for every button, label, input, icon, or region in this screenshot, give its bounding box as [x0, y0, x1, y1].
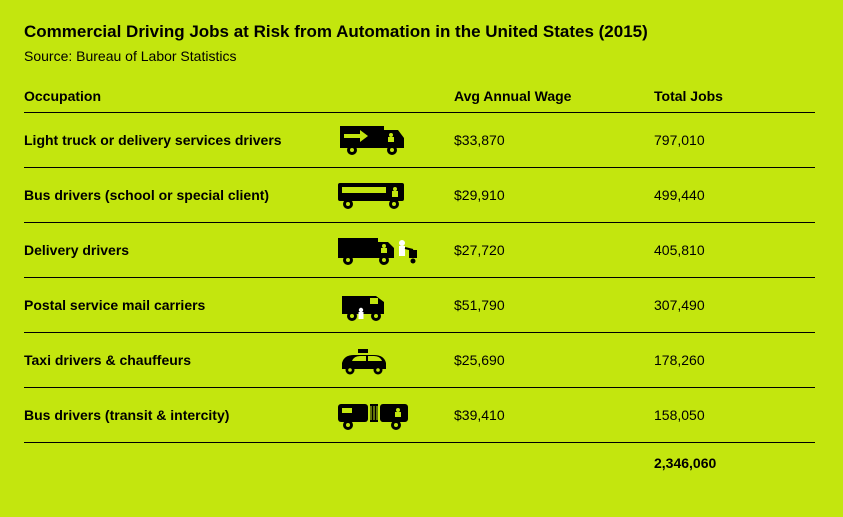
occupation-cell: Bus drivers (transit & intercity) — [24, 388, 334, 443]
transit-bus-icon — [334, 398, 424, 432]
wage-cell: $29,910 — [454, 168, 654, 223]
wage-cell: $33,870 — [454, 113, 654, 168]
jobs-table: Occupation Avg Annual Wage Total Jobs Li… — [24, 80, 815, 481]
icon-cell — [334, 388, 454, 443]
wage-cell: $51,790 — [454, 278, 654, 333]
total-jobs-cell: 2,346,060 — [654, 443, 815, 482]
occupation-cell: Bus drivers (school or special client) — [24, 168, 334, 223]
source-value: Bureau of Labor Statistics — [76, 48, 236, 64]
occupation-cell: Taxi drivers & chauffeurs — [24, 333, 334, 388]
taxi-icon — [334, 343, 424, 377]
source-line: Source: Bureau of Labor Statistics — [24, 48, 815, 64]
icon-cell — [334, 223, 454, 278]
wage-cell: $25,690 — [454, 333, 654, 388]
icon-cell — [334, 278, 454, 333]
wage-cell: $39,410 — [454, 388, 654, 443]
jobs-cell: 405,810 — [654, 223, 815, 278]
jobs-cell: 307,490 — [654, 278, 815, 333]
occupation-cell: Light truck or delivery services drivers — [24, 113, 334, 168]
table-row: Postal service mail carriers $51,790 307… — [24, 278, 815, 333]
table-row: Bus drivers (transit & intercity) — [24, 388, 815, 443]
light-truck-icon — [334, 123, 424, 157]
table-header-row: Occupation Avg Annual Wage Total Jobs — [24, 80, 815, 113]
wage-cell: $27,720 — [454, 223, 654, 278]
col-jobs-header: Total Jobs — [654, 80, 815, 113]
jobs-cell: 178,260 — [654, 333, 815, 388]
occupation-cell: Postal service mail carriers — [24, 278, 334, 333]
icon-cell — [334, 168, 454, 223]
table-row: Taxi drivers & chauffeurs $25,690 178,26… — [24, 333, 815, 388]
jobs-cell: 499,440 — [654, 168, 815, 223]
postal-van-icon — [334, 288, 424, 322]
jobs-cell: 797,010 — [654, 113, 815, 168]
occupation-cell: Delivery drivers — [24, 223, 334, 278]
icon-cell — [334, 113, 454, 168]
col-wage-header: Avg Annual Wage — [454, 80, 654, 113]
col-occupation-header: Occupation — [24, 80, 454, 113]
icon-cell — [334, 333, 454, 388]
delivery-van-icon — [334, 233, 424, 267]
table-row: Bus drivers (school or special client) $… — [24, 168, 815, 223]
jobs-cell: 158,050 — [654, 388, 815, 443]
source-label: Source: — [24, 48, 76, 64]
total-row: 2,346,060 — [24, 443, 815, 482]
school-bus-icon — [334, 178, 424, 212]
table-row: Delivery drivers $2 — [24, 223, 815, 278]
table-row: Light truck or delivery services drivers — [24, 113, 815, 168]
page-title: Commercial Driving Jobs at Risk from Aut… — [24, 22, 815, 42]
